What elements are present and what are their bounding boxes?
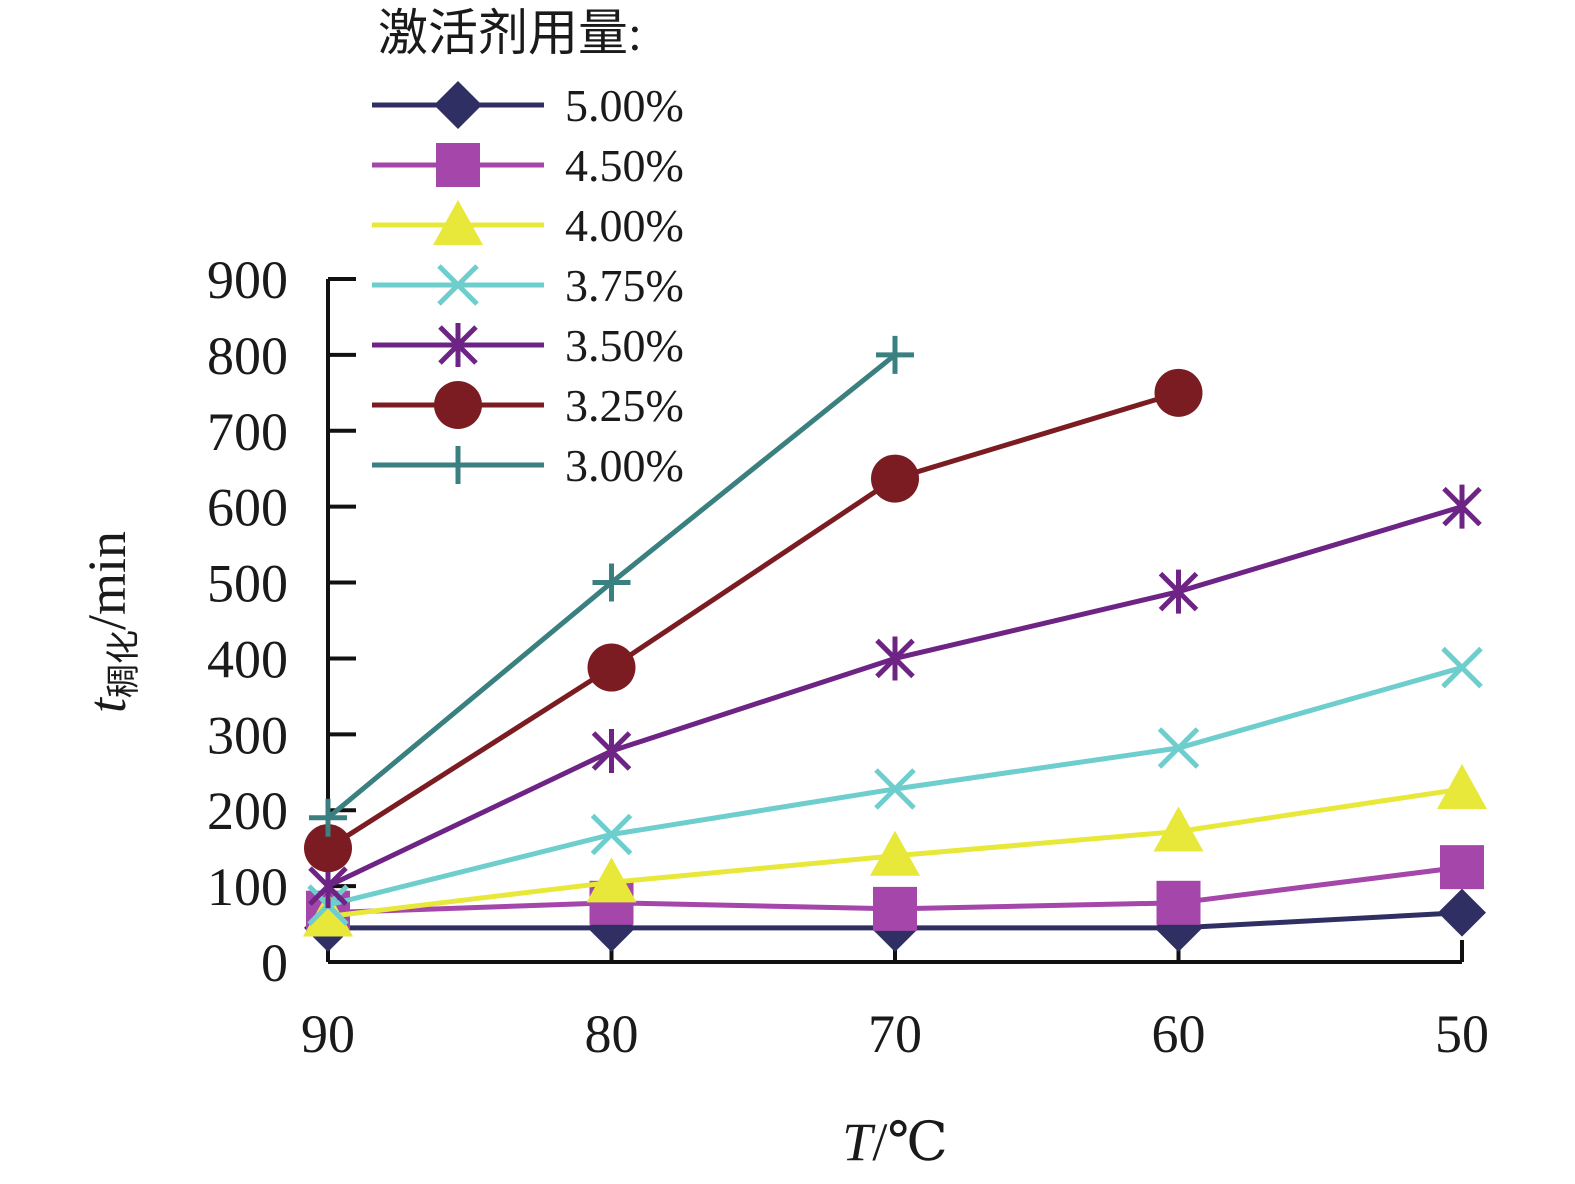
data-point	[590, 813, 633, 856]
y-tick-label: 700	[207, 402, 288, 462]
x-axis-title: T/℃	[842, 1112, 947, 1172]
legend-item: 4.00%	[372, 200, 684, 251]
y-axis-title-unit: /min	[77, 531, 137, 630]
data-point	[433, 200, 483, 245]
data-point	[439, 446, 477, 484]
data-point	[434, 381, 482, 429]
data-point	[875, 636, 915, 681]
data-point	[591, 729, 632, 774]
data-point	[873, 886, 917, 931]
data-point	[586, 857, 637, 903]
y-axis-title-subscript: 稠化	[105, 630, 143, 698]
y-ticks: 0 100 200 300 400 500 600 700 800 900	[207, 250, 356, 993]
x-tick-label: 70	[868, 1004, 922, 1064]
y-tick-label: 0	[261, 933, 288, 993]
legend-item: 5.00%	[372, 80, 684, 131]
series-circle	[304, 368, 1203, 873]
data-point	[1157, 727, 1200, 769]
data-point	[1153, 806, 1204, 852]
legend-item: 3.25%	[372, 380, 684, 431]
data-point	[309, 798, 347, 837]
x-tick-label: 60	[1152, 1004, 1206, 1064]
x-ticks: 90 80 70 60 50	[301, 940, 1489, 1064]
series-plus	[309, 335, 914, 837]
data-point	[876, 335, 914, 374]
x-tick-label: 90	[301, 1004, 355, 1064]
data-point	[1442, 484, 1482, 529]
y-tick-label: 100	[207, 857, 288, 917]
data-point	[1438, 888, 1486, 937]
data-point	[1437, 763, 1487, 809]
x-axis-title-unit: /℃	[872, 1112, 947, 1172]
series-line	[326, 504, 1463, 889]
data-point	[1441, 646, 1483, 689]
legend-label: 3.25%	[565, 380, 684, 431]
y-tick-label: 600	[207, 478, 288, 538]
data-point	[870, 830, 920, 876]
series-line	[326, 390, 1180, 851]
plot-area	[303, 335, 1487, 952]
legend-label: 5.00%	[565, 80, 684, 131]
legend-label: 4.50%	[565, 140, 684, 191]
data-point	[434, 81, 482, 129]
data-point	[1440, 845, 1484, 890]
series-triangle	[303, 763, 1487, 937]
x-axis-title-symbol: T	[842, 1112, 876, 1172]
legend-item: 3.75%	[372, 260, 684, 311]
legend-item: 3.50%	[372, 320, 684, 371]
data-point	[592, 563, 631, 602]
data-point	[874, 768, 916, 810]
y-tick-label: 900	[207, 250, 288, 310]
x-tick-label: 80	[585, 1004, 639, 1064]
y-tick-label: 400	[207, 629, 288, 689]
data-point	[587, 643, 636, 692]
y-tick-label: 800	[207, 326, 288, 386]
data-point	[871, 454, 919, 503]
data-point	[437, 264, 479, 306]
y-tick-label: 300	[207, 705, 288, 765]
y-tick-label: 200	[207, 781, 288, 841]
data-point	[304, 824, 352, 873]
legend-label: 3.50%	[565, 320, 684, 371]
data-point	[303, 891, 353, 937]
series-x	[307, 646, 1483, 926]
data-point	[1158, 569, 1199, 614]
series-star	[308, 484, 1482, 909]
y-tick-label: 500	[207, 554, 288, 614]
legend-label: 4.00%	[565, 200, 684, 251]
y-axis-title: t稠化/min	[77, 531, 143, 713]
x-tick-label: 50	[1435, 1004, 1489, 1064]
legend-label: 3.00%	[565, 440, 684, 491]
data-point	[436, 143, 480, 187]
legend-label: 3.75%	[565, 260, 684, 311]
data-point	[1154, 368, 1203, 417]
y-axis-title-symbol: t	[77, 696, 137, 713]
legend-item: 3.00%	[372, 440, 684, 491]
legend-item: 4.50%	[372, 140, 684, 191]
data-point	[1156, 880, 1201, 925]
legend-title: 激活剂用量:	[378, 5, 642, 61]
data-point	[438, 323, 478, 367]
legend: 激活剂用量: 5.00% 4.50% 4.00% 3.75% 3.50% 3.25% 3.0…	[372, 5, 684, 491]
